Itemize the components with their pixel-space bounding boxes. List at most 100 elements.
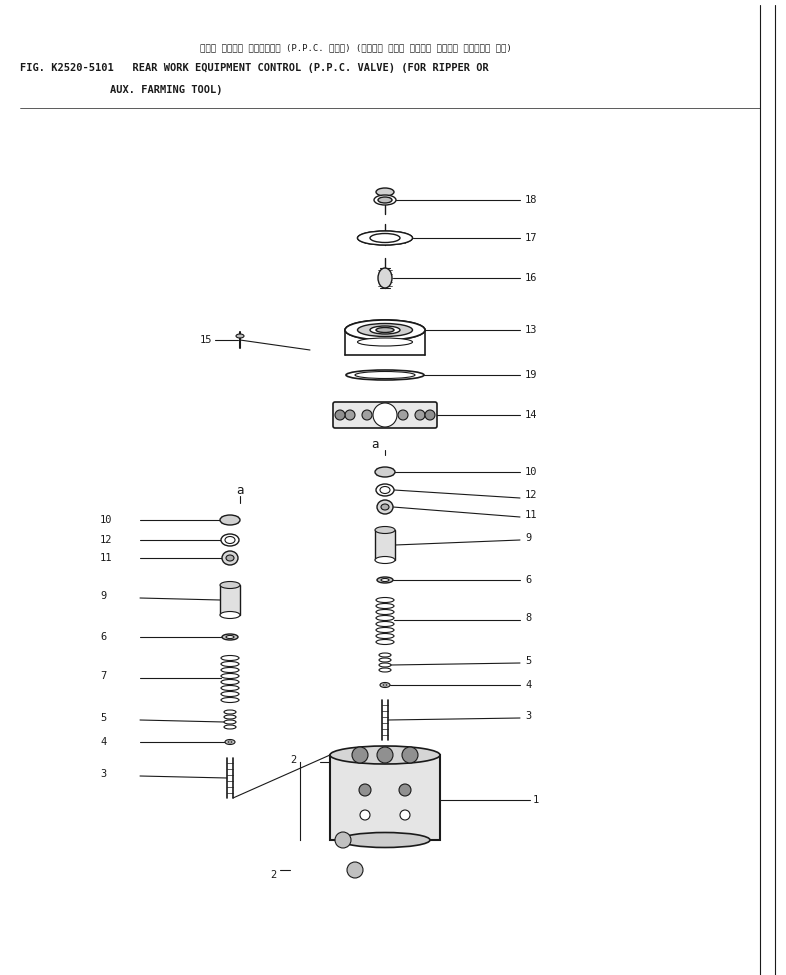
Circle shape [347, 862, 363, 878]
Circle shape [352, 747, 368, 763]
Ellipse shape [221, 534, 239, 546]
Text: a: a [371, 439, 379, 451]
Circle shape [380, 410, 390, 420]
Ellipse shape [221, 691, 239, 696]
Text: 1: 1 [533, 795, 539, 805]
Text: 3: 3 [100, 769, 106, 779]
Ellipse shape [379, 663, 391, 667]
Circle shape [398, 410, 408, 420]
Text: AUX. FARMING TOOL): AUX. FARMING TOOL) [110, 85, 222, 95]
Text: 10: 10 [100, 515, 112, 525]
Circle shape [402, 747, 418, 763]
Circle shape [400, 810, 410, 820]
Text: 9: 9 [525, 533, 531, 543]
Ellipse shape [226, 636, 234, 639]
Text: 9: 9 [100, 591, 106, 601]
Ellipse shape [224, 725, 236, 729]
Text: 8: 8 [525, 613, 531, 623]
Ellipse shape [358, 338, 413, 346]
Text: 4: 4 [100, 737, 106, 747]
Ellipse shape [358, 231, 413, 245]
Ellipse shape [330, 746, 440, 764]
Text: FIG. K2520-5101   REAR WORK EQUIPMENT CONTROL (P.P.C. VALVE) (FOR RIPPER OR: FIG. K2520-5101 REAR WORK EQUIPMENT CONT… [20, 63, 489, 73]
Ellipse shape [376, 188, 394, 196]
Ellipse shape [375, 467, 395, 477]
Ellipse shape [226, 555, 234, 561]
Ellipse shape [345, 320, 425, 340]
Text: 12: 12 [100, 535, 112, 545]
Ellipse shape [376, 615, 394, 620]
Text: 19: 19 [525, 370, 538, 380]
FancyBboxPatch shape [333, 402, 437, 428]
Circle shape [335, 832, 351, 848]
Ellipse shape [346, 370, 424, 380]
Ellipse shape [358, 231, 413, 245]
Ellipse shape [381, 578, 389, 581]
Ellipse shape [376, 640, 394, 644]
Circle shape [377, 747, 393, 763]
Ellipse shape [370, 233, 400, 243]
Ellipse shape [221, 680, 239, 684]
Ellipse shape [221, 655, 239, 660]
Text: 6: 6 [525, 575, 531, 585]
Circle shape [359, 784, 371, 796]
Bar [375, 530, 395, 560]
Ellipse shape [220, 581, 240, 589]
Ellipse shape [224, 710, 236, 714]
Ellipse shape [377, 577, 393, 583]
Circle shape [335, 410, 345, 420]
Circle shape [362, 410, 372, 420]
Text: 2: 2 [270, 870, 276, 880]
Text: 12: 12 [525, 490, 538, 500]
Text: 2: 2 [290, 755, 296, 765]
Text: 16: 16 [525, 273, 538, 283]
Ellipse shape [220, 515, 240, 525]
Ellipse shape [376, 598, 394, 603]
Ellipse shape [224, 720, 236, 724]
Ellipse shape [340, 833, 430, 847]
Ellipse shape [376, 328, 394, 332]
Ellipse shape [376, 621, 394, 627]
Ellipse shape [224, 715, 236, 719]
Ellipse shape [225, 536, 235, 543]
Ellipse shape [380, 682, 390, 687]
Ellipse shape [370, 326, 400, 334]
Text: 7: 7 [100, 671, 106, 681]
Ellipse shape [378, 268, 392, 288]
Ellipse shape [383, 684, 387, 686]
Ellipse shape [221, 674, 239, 679]
Ellipse shape [236, 334, 244, 338]
Ellipse shape [376, 604, 394, 608]
Text: 5: 5 [525, 656, 531, 666]
Ellipse shape [220, 611, 240, 618]
Ellipse shape [375, 557, 395, 564]
Ellipse shape [381, 504, 389, 510]
Text: 11: 11 [100, 553, 112, 563]
Bar [220, 585, 240, 615]
Text: 14: 14 [525, 410, 538, 420]
Ellipse shape [221, 685, 239, 690]
Circle shape [373, 403, 397, 427]
Ellipse shape [221, 697, 239, 703]
Text: a: a [237, 484, 244, 496]
Ellipse shape [225, 739, 235, 745]
Ellipse shape [375, 526, 395, 533]
Ellipse shape [379, 658, 391, 662]
Ellipse shape [358, 324, 413, 336]
Ellipse shape [380, 487, 390, 493]
Ellipse shape [376, 628, 394, 633]
Circle shape [415, 410, 425, 420]
Text: リヤー サギヨキ コントロール (P.P.C. バルブ) (リッパー マタハ ノウコウ サギヨキ ソウチャク ヨウ): リヤー サギヨキ コントロール (P.P.C. バルブ) (リッパー マタハ ノ… [200, 44, 512, 53]
Ellipse shape [345, 320, 425, 340]
Circle shape [360, 810, 370, 820]
Bar [330, 755, 440, 840]
Text: 18: 18 [525, 195, 538, 205]
Ellipse shape [222, 551, 238, 565]
Ellipse shape [221, 661, 239, 667]
Text: 4: 4 [525, 680, 531, 690]
Text: 11: 11 [525, 510, 538, 520]
Ellipse shape [355, 371, 415, 378]
Ellipse shape [228, 741, 232, 743]
Circle shape [399, 784, 411, 796]
Ellipse shape [376, 484, 394, 496]
